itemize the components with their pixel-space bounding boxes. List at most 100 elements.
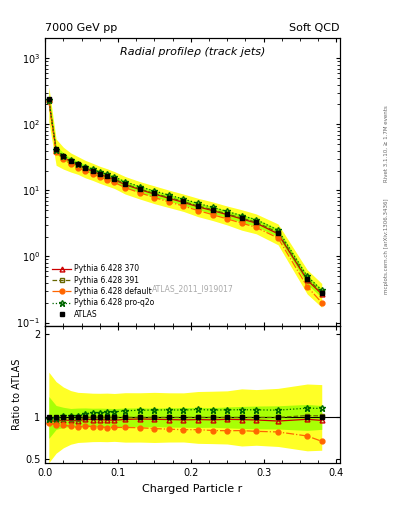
Pythia 6.428 default bbox=[210, 211, 215, 218]
Pythia 6.428 default bbox=[46, 98, 51, 104]
Pythia 6.428 pro-q2o bbox=[167, 192, 171, 198]
Pythia 6.428 pro-q2o bbox=[138, 184, 142, 190]
Pythia 6.428 pro-q2o bbox=[196, 200, 200, 206]
Pythia 6.428 default bbox=[75, 165, 80, 171]
Pythia 6.428 391 bbox=[61, 154, 66, 160]
Pythia 6.428 default bbox=[167, 199, 171, 205]
Pythia 6.428 391 bbox=[305, 275, 310, 282]
Pythia 6.428 pro-q2o bbox=[46, 97, 51, 103]
Pythia 6.428 default bbox=[152, 195, 157, 201]
ATLAS bbox=[97, 170, 102, 177]
Text: 7000 GeV pp: 7000 GeV pp bbox=[45, 23, 118, 33]
Pythia 6.428 370 bbox=[83, 165, 88, 172]
Pythia 6.428 default bbox=[105, 177, 109, 183]
Pythia 6.428 pro-q2o bbox=[181, 196, 186, 202]
Pythia 6.428 pro-q2o bbox=[276, 227, 281, 233]
Pythia 6.428 default bbox=[254, 224, 259, 230]
Pythia 6.428 391 bbox=[181, 198, 186, 204]
Pythia 6.428 370 bbox=[254, 220, 259, 226]
Pythia 6.428 370 bbox=[225, 211, 230, 218]
Pythia 6.428 pro-q2o bbox=[75, 160, 80, 166]
Pythia 6.428 370 bbox=[123, 182, 128, 188]
Legend: Pythia 6.428 370, Pythia 6.428 391, Pythia 6.428 default, Pythia 6.428 pro-q2o, : Pythia 6.428 370, Pythia 6.428 391, Pyth… bbox=[49, 262, 158, 322]
Pythia 6.428 391 bbox=[97, 170, 102, 177]
Text: Soft QCD: Soft QCD bbox=[290, 23, 340, 33]
ATLAS bbox=[152, 190, 157, 197]
Pythia 6.428 391 bbox=[138, 186, 142, 192]
ATLAS bbox=[167, 195, 171, 201]
Pythia 6.428 default bbox=[305, 284, 310, 290]
Pythia 6.428 391 bbox=[320, 289, 324, 295]
Line: Pythia 6.428 default: Pythia 6.428 default bbox=[46, 99, 324, 305]
Pythia 6.428 pro-q2o bbox=[83, 163, 88, 169]
ATLAS bbox=[68, 158, 73, 164]
Pythia 6.428 default bbox=[320, 300, 324, 306]
Pythia 6.428 pro-q2o bbox=[210, 204, 215, 210]
Pythia 6.428 391 bbox=[254, 219, 259, 225]
Pythia 6.428 default bbox=[97, 174, 102, 180]
Pythia 6.428 default bbox=[68, 161, 73, 167]
ATLAS bbox=[46, 96, 51, 102]
Text: Rivet 3.1.10, ≥ 1.7M events: Rivet 3.1.10, ≥ 1.7M events bbox=[384, 105, 389, 182]
Pythia 6.428 370 bbox=[320, 291, 324, 297]
Pythia 6.428 370 bbox=[239, 216, 244, 222]
ATLAS bbox=[75, 161, 80, 167]
Text: ATLAS_2011_I919017: ATLAS_2011_I919017 bbox=[152, 284, 233, 293]
Pythia 6.428 370 bbox=[61, 154, 66, 160]
ATLAS bbox=[61, 153, 66, 159]
ATLAS bbox=[196, 203, 200, 209]
Pythia 6.428 pro-q2o bbox=[112, 174, 117, 180]
ATLAS bbox=[254, 219, 259, 225]
Pythia 6.428 370 bbox=[97, 172, 102, 178]
Pythia 6.428 370 bbox=[152, 191, 157, 197]
Pythia 6.428 391 bbox=[75, 162, 80, 168]
Pythia 6.428 pro-q2o bbox=[68, 157, 73, 163]
Pythia 6.428 default bbox=[181, 203, 186, 209]
Pythia 6.428 pro-q2o bbox=[61, 153, 66, 159]
Pythia 6.428 391 bbox=[276, 229, 281, 236]
Pythia 6.428 default bbox=[276, 235, 281, 241]
Pythia 6.428 391 bbox=[225, 211, 230, 217]
Y-axis label: Ratio to ATLAS: Ratio to ATLAS bbox=[12, 359, 22, 430]
Line: ATLAS: ATLAS bbox=[46, 97, 324, 295]
Pythia 6.428 370 bbox=[210, 207, 215, 214]
Pythia 6.428 370 bbox=[90, 168, 95, 174]
Pythia 6.428 default bbox=[196, 207, 200, 214]
Pythia 6.428 370 bbox=[138, 186, 142, 193]
ATLAS bbox=[123, 181, 128, 187]
Pythia 6.428 391 bbox=[68, 158, 73, 164]
Pythia 6.428 370 bbox=[181, 199, 186, 205]
Pythia 6.428 370 bbox=[68, 159, 73, 165]
Pythia 6.428 370 bbox=[46, 97, 51, 103]
Pythia 6.428 default bbox=[225, 216, 230, 222]
Pythia 6.428 pro-q2o bbox=[254, 217, 259, 223]
ATLAS bbox=[54, 146, 59, 152]
Pythia 6.428 391 bbox=[167, 195, 171, 201]
Pythia 6.428 391 bbox=[210, 207, 215, 213]
Pythia 6.428 pro-q2o bbox=[239, 212, 244, 219]
Line: Pythia 6.428 370: Pythia 6.428 370 bbox=[46, 98, 324, 296]
ATLAS bbox=[239, 215, 244, 221]
Pythia 6.428 391 bbox=[196, 203, 200, 209]
Pythia 6.428 391 bbox=[46, 97, 51, 103]
Pythia 6.428 391 bbox=[90, 167, 95, 174]
Pythia 6.428 370 bbox=[196, 204, 200, 210]
Pythia 6.428 default bbox=[138, 190, 142, 196]
Pythia 6.428 default bbox=[54, 149, 59, 155]
Pythia 6.428 370 bbox=[167, 195, 171, 201]
Pythia 6.428 default bbox=[83, 168, 88, 174]
Line: Pythia 6.428 391: Pythia 6.428 391 bbox=[46, 98, 324, 295]
Pythia 6.428 default bbox=[90, 171, 95, 177]
ATLAS bbox=[320, 290, 324, 296]
ATLAS bbox=[83, 165, 88, 171]
Pythia 6.428 391 bbox=[123, 181, 128, 187]
ATLAS bbox=[225, 211, 230, 217]
Pythia 6.428 370 bbox=[75, 162, 80, 168]
Pythia 6.428 370 bbox=[105, 174, 109, 180]
Pythia 6.428 default bbox=[112, 179, 117, 185]
X-axis label: Charged Particle r: Charged Particle r bbox=[142, 484, 243, 494]
Text: mcplots.cern.ch [arXiv:1306.3436]: mcplots.cern.ch [arXiv:1306.3436] bbox=[384, 198, 389, 293]
Pythia 6.428 pro-q2o bbox=[105, 172, 109, 178]
Pythia 6.428 pro-q2o bbox=[305, 273, 310, 280]
ATLAS bbox=[181, 198, 186, 204]
